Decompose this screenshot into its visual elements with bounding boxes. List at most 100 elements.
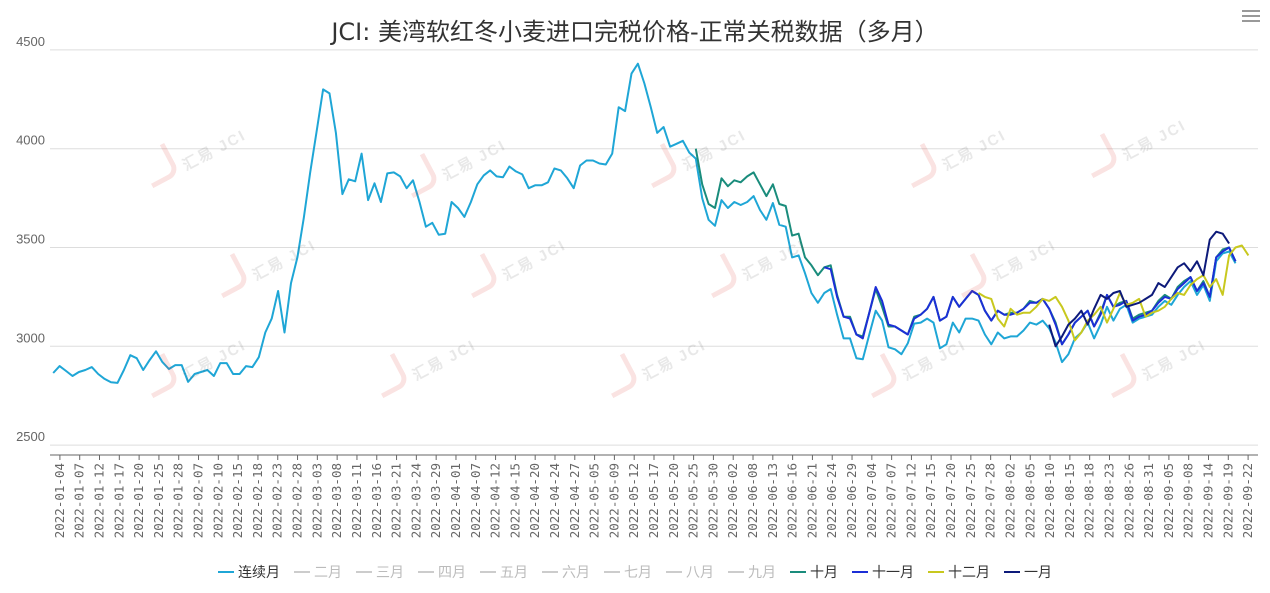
legend-label: 八月 — [686, 565, 714, 581]
series-line-9[interactable] — [694, 148, 1237, 346]
legend-label: 连续月 — [238, 565, 280, 581]
series-line-0[interactable] — [52, 62, 1237, 384]
grid-lines — [50, 49, 1258, 446]
chart-title: JCI: 美湾软红冬小麦进口完税价格-正常关税数据（多月） — [331, 18, 939, 46]
x-tick-label: 2022-03-11 — [349, 463, 364, 538]
legend-swatch — [852, 571, 868, 573]
series-lines — [52, 62, 1250, 384]
legend-swatch — [928, 571, 944, 573]
x-tick-label: 2022-05-20 — [666, 463, 681, 538]
x-tick-label: 2022-04-24 — [547, 463, 562, 538]
legend-item-11[interactable]: 十二月 — [928, 562, 990, 582]
legend-label: 七月 — [624, 565, 652, 581]
x-tick-label: 2022-06-08 — [745, 463, 760, 538]
x-tick-label: 2022-03-21 — [389, 463, 404, 538]
legend-swatch — [790, 571, 806, 573]
x-tick-label: 2022-05-05 — [587, 463, 602, 538]
x-tick-label: 2022-07-07 — [884, 463, 899, 538]
legend-swatch — [218, 571, 234, 573]
legend-label: 十月 — [810, 565, 838, 581]
x-tick-label: 2022-04-12 — [488, 463, 503, 538]
x-tick-label: 2022-01-04 — [52, 463, 67, 538]
x-tick-label: 2022-01-12 — [92, 463, 107, 538]
legend-label: 三月 — [376, 565, 404, 581]
legend-label: 五月 — [500, 565, 528, 581]
x-tick-label: 2022-06-24 — [824, 463, 839, 538]
legend-swatch — [1004, 571, 1020, 573]
x-tick-label: 2022-09-05 — [1161, 463, 1176, 538]
x-tick-label: 2022-06-13 — [765, 463, 780, 538]
legend-swatch — [418, 571, 434, 573]
legend-item-1[interactable]: 二月 — [294, 562, 342, 582]
y-tick-label: 4500 — [16, 34, 45, 49]
x-tick-label: 2022-02-10 — [210, 463, 225, 538]
legend-swatch — [666, 571, 682, 573]
y-tick-label: 3500 — [16, 232, 45, 247]
x-axis: 2022-01-04 2022-01-07 2022-01-12 2022-01-17… — [50, 454, 1258, 538]
x-tick-label: 2022-03-29 — [428, 463, 443, 538]
x-tick-label: 2022-03-08 — [329, 463, 344, 538]
legend-item-9[interactable]: 十月 — [790, 562, 838, 582]
legend-swatch — [604, 571, 620, 573]
x-tick-label: 2022-08-05 — [1022, 463, 1037, 538]
x-tick-label: 2022-01-07 — [72, 463, 87, 538]
x-tick-label: 2022-09-22 — [1240, 463, 1255, 538]
x-tick-label: 2022-07-04 — [864, 463, 879, 538]
x-tick-label: 2022-02-15 — [230, 463, 245, 538]
legend-label: 十一月 — [872, 565, 914, 581]
legend-swatch — [356, 571, 372, 573]
series-line-12[interactable] — [1048, 230, 1230, 348]
x-tick-label: 2022-05-17 — [646, 463, 661, 538]
legend-swatch — [294, 571, 310, 573]
legend-item-5[interactable]: 六月 — [542, 562, 590, 582]
legend-item-4[interactable]: 五月 — [480, 562, 528, 582]
legend-item-7[interactable]: 八月 — [666, 562, 714, 582]
legend-item-0[interactable]: 连续月 — [218, 562, 280, 582]
x-tick-label: 2022-07-25 — [963, 463, 978, 538]
y-axis: 2500 3000 3500 4000 4500 — [16, 34, 45, 444]
x-tick-label: 2022-04-15 — [507, 463, 522, 538]
x-tick-label: 2022-02-28 — [290, 463, 305, 538]
legend-label: 一月 — [1024, 565, 1052, 581]
x-tick-label: 2022-03-03 — [309, 463, 324, 538]
legend-label: 十二月 — [948, 565, 990, 581]
legend-label: 四月 — [438, 565, 466, 581]
legend-item-10[interactable]: 十一月 — [852, 562, 914, 582]
legend-item-12[interactable]: 一月 — [1004, 562, 1052, 582]
legend-item-2[interactable]: 三月 — [356, 562, 404, 582]
y-tick-label: 4000 — [16, 133, 45, 148]
x-tick-label: 2022-06-21 — [804, 463, 819, 538]
y-tick-label: 3000 — [16, 330, 45, 345]
legend-label: 二月 — [314, 565, 342, 581]
x-tick-label: 2022-05-25 — [686, 463, 701, 538]
x-tick-label: 2022-07-15 — [923, 463, 938, 538]
x-tick-label: 2022-08-02 — [1002, 463, 1017, 538]
x-tick-label: 2022-01-17 — [111, 463, 126, 538]
legend-swatch — [480, 571, 496, 573]
x-tick-label: 2022-08-26 — [1121, 463, 1136, 538]
y-tick-label: 2500 — [16, 429, 45, 444]
x-tick-label: 2022-02-07 — [191, 463, 206, 538]
legend-item-8[interactable]: 九月 — [728, 562, 776, 582]
x-tick-label: 2022-08-23 — [1101, 463, 1116, 538]
series-line-10[interactable] — [824, 246, 1237, 346]
legend: 连续月 二月 三月 四月 五月 六月 七月 八月 九月 十月 十一月 十二月 一月 — [0, 562, 1270, 582]
x-tick-label: 2022-01-25 — [151, 463, 166, 538]
x-tick-label: 2022-02-18 — [250, 463, 265, 538]
legend-item-6[interactable]: 七月 — [604, 562, 652, 582]
x-tick-label: 2022-09-08 — [1181, 463, 1196, 538]
x-tick-label: 2022-04-20 — [527, 463, 542, 538]
x-tick-label: 2022-07-28 — [983, 463, 998, 538]
x-tick-label: 2022-09-14 — [1200, 463, 1215, 538]
x-tick-label: 2022-01-20 — [131, 463, 146, 538]
x-tick-label: 2022-08-10 — [1042, 463, 1057, 538]
legend-item-3[interactable]: 四月 — [418, 562, 466, 582]
x-tick-label: 2022-08-18 — [1082, 463, 1097, 538]
hamburger-menu-icon[interactable] — [1242, 10, 1260, 24]
x-tick-label: 2022-02-23 — [270, 463, 285, 538]
x-tick-label: 2022-06-02 — [725, 463, 740, 538]
x-tick-label: 2022-01-28 — [171, 463, 186, 538]
x-tick-label: 2022-05-30 — [705, 463, 720, 538]
legend-swatch — [542, 571, 558, 573]
x-tick-label: 2022-07-12 — [903, 463, 918, 538]
